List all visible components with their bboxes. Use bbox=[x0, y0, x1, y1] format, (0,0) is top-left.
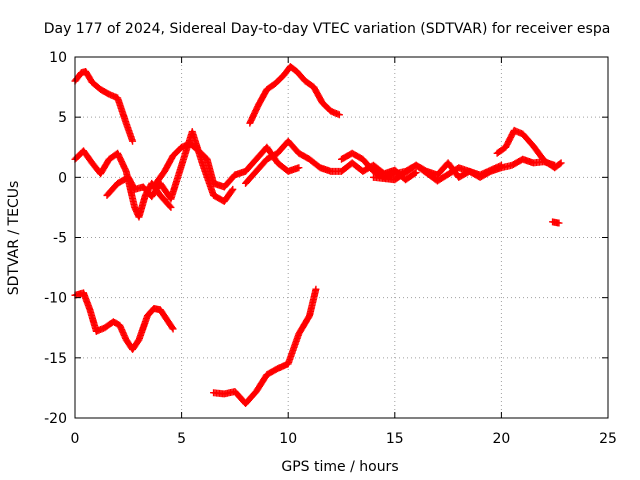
x-tick-label: 25 bbox=[599, 431, 617, 447]
data-point bbox=[411, 169, 419, 177]
data-point bbox=[335, 111, 343, 119]
series-arc-a bbox=[71, 67, 137, 145]
data-point bbox=[556, 160, 564, 168]
series-layer bbox=[71, 63, 565, 408]
y-tick-label: -5 bbox=[53, 231, 67, 247]
series-arc-l bbox=[210, 285, 320, 408]
series-arc-j bbox=[549, 218, 563, 227]
data-point bbox=[228, 187, 236, 195]
data-point bbox=[555, 219, 563, 227]
data-point bbox=[497, 161, 505, 169]
data-point bbox=[229, 185, 237, 193]
data-point bbox=[168, 324, 176, 332]
x-axis-label: GPS time / hours bbox=[281, 459, 398, 475]
chart-title: Day 177 of 2024, Sidereal Day-to-day VTE… bbox=[44, 21, 611, 37]
y-tick-label: 0 bbox=[58, 170, 67, 186]
y-tick-label: 10 bbox=[49, 50, 67, 66]
series-arc-i bbox=[493, 126, 565, 172]
data-point bbox=[295, 164, 303, 172]
data-point bbox=[169, 325, 177, 333]
x-tick-label: 0 bbox=[71, 431, 80, 447]
data-point bbox=[166, 202, 174, 210]
ticks: 0 5 10 15 20 25 -20 -15 -10 -5 0 5 10 bbox=[44, 50, 617, 447]
y-tick-label: 5 bbox=[58, 110, 67, 126]
data-point bbox=[412, 169, 420, 177]
x-tick-label: 20 bbox=[492, 431, 510, 447]
series-arc-d bbox=[103, 128, 237, 205]
data-point bbox=[312, 285, 320, 293]
x-tick-label: 15 bbox=[386, 431, 404, 447]
y-tick-label: -15 bbox=[44, 351, 67, 367]
data-point bbox=[167, 203, 175, 211]
x-tick-label: 5 bbox=[177, 431, 186, 447]
y-axis-label: SDTVAR / TECUs bbox=[6, 181, 22, 296]
grid bbox=[75, 57, 608, 418]
x-tick-label: 10 bbox=[279, 431, 297, 447]
data-point bbox=[129, 137, 137, 145]
data-point bbox=[557, 159, 565, 167]
y-tick-label: -20 bbox=[44, 411, 67, 427]
series-arc-h bbox=[369, 161, 505, 185]
series-arc-b bbox=[246, 63, 343, 127]
y-tick-label: -10 bbox=[44, 291, 67, 307]
